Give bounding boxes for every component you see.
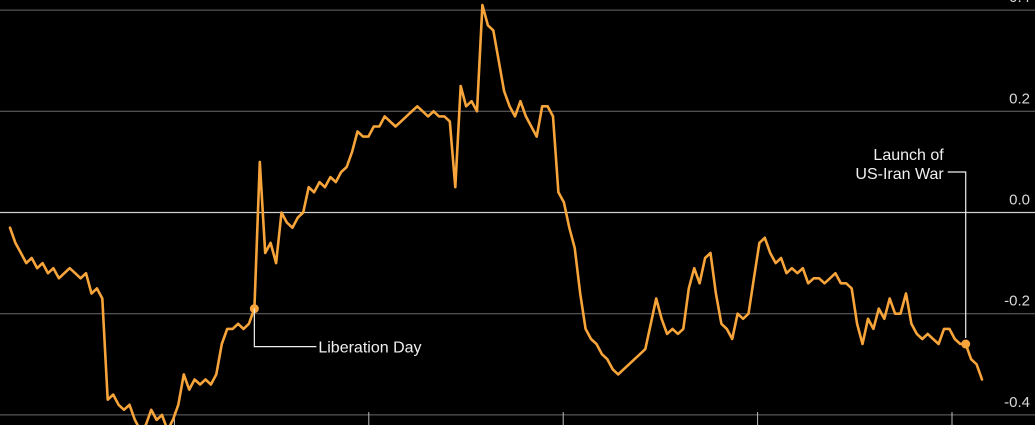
annotation-label: Launch of US-Iran War [855, 147, 944, 183]
series-line [8, 3, 984, 425]
y-tick-label: 0.4 [1009, 0, 1030, 6]
y-tick-label: -0.2 [1004, 293, 1030, 310]
annotation-leader [253, 308, 317, 348]
y-tick-label: 0.2 [1009, 90, 1030, 107]
annotation-label: Liberation Day [318, 340, 421, 357]
annotation-label-line: US-Iran War [855, 166, 944, 183]
annotation-label-line: Launch of [873, 147, 944, 164]
annotation-marker [961, 339, 971, 349]
annotations: Liberation Day Launch of US-Iran War [249, 147, 971, 357]
y-tick-label: 0.0 [1009, 192, 1030, 209]
series-group [8, 3, 984, 425]
y-tick-label: -0.4 [1004, 394, 1030, 411]
y-axis-tick-labels: 0.4 0.2 0.0 -0.2 -0.4 [1004, 0, 1030, 411]
annotation-leader [947, 171, 967, 339]
